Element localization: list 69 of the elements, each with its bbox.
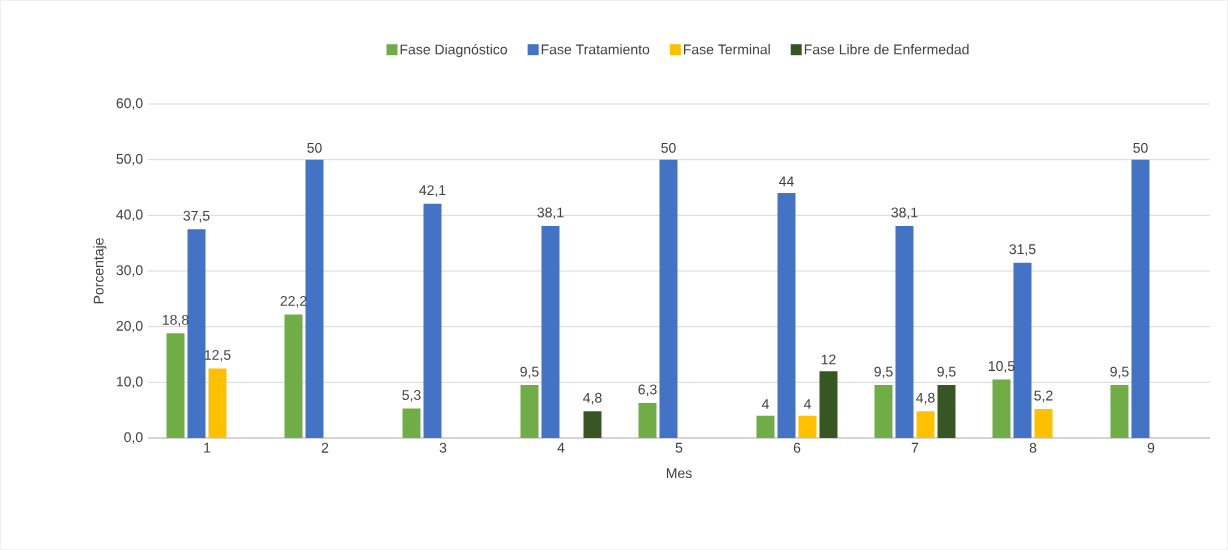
bar bbox=[992, 379, 1011, 438]
data-label: 38,1 bbox=[891, 207, 918, 220]
bar bbox=[583, 411, 602, 438]
data-label: 50 bbox=[661, 142, 676, 153]
data-label: 9,5 bbox=[520, 366, 539, 379]
data-label: 6,3 bbox=[638, 384, 657, 397]
bar bbox=[756, 415, 775, 438]
y-tick-label: 50,0 bbox=[116, 153, 143, 166]
x-tick-label: 1 bbox=[204, 442, 211, 453]
data-label: 38,1 bbox=[537, 207, 564, 220]
data-label: 12,5 bbox=[204, 349, 231, 362]
data-label: 50 bbox=[307, 142, 322, 153]
bar bbox=[402, 408, 421, 438]
bar bbox=[1034, 409, 1053, 438]
bar bbox=[895, 225, 914, 438]
y-axis-title: Porcentaje bbox=[93, 238, 107, 304]
bar bbox=[916, 411, 935, 438]
bar bbox=[798, 415, 817, 438]
y-tick-label: 0,0 bbox=[124, 432, 143, 444]
data-label: 4,8 bbox=[583, 392, 602, 405]
bar bbox=[819, 371, 838, 438]
bar bbox=[937, 385, 956, 438]
data-label: 4,8 bbox=[916, 392, 935, 405]
bar bbox=[541, 225, 560, 438]
bar bbox=[638, 402, 657, 438]
x-tick-label: 8 bbox=[1029, 442, 1037, 453]
data-label: 5,2 bbox=[1034, 390, 1053, 403]
y-tick-label: 10,0 bbox=[116, 376, 143, 389]
bar bbox=[874, 385, 893, 438]
data-label: 5,3 bbox=[402, 390, 421, 402]
y-tick-label: 30,0 bbox=[116, 265, 143, 277]
bar bbox=[423, 203, 442, 438]
bar bbox=[1131, 159, 1150, 438]
data-label: 44 bbox=[779, 176, 794, 187]
data-label: 9,5 bbox=[1110, 366, 1129, 379]
legend-label: Fase Libre de Enfermedad bbox=[804, 44, 969, 55]
bar bbox=[187, 229, 206, 438]
x-tick-label: 2 bbox=[321, 442, 329, 453]
x-tick-label: 3 bbox=[439, 442, 447, 453]
data-label: 12 bbox=[821, 354, 836, 365]
bar bbox=[777, 193, 796, 438]
y-tick-label: 60,0 bbox=[116, 98, 143, 110]
data-label: 4 bbox=[761, 399, 769, 409]
bar bbox=[208, 368, 227, 438]
x-tick-label: 7 bbox=[911, 442, 919, 453]
legend-label: Fase Diagnóstico bbox=[400, 43, 508, 58]
legend-label: Fase Tratamiento bbox=[541, 44, 650, 55]
data-label: 9,5 bbox=[874, 366, 893, 379]
x-tick-label: 5 bbox=[675, 442, 683, 453]
data-label: 50 bbox=[1133, 142, 1148, 153]
bar bbox=[520, 385, 539, 438]
legend-label: Fase Terminal bbox=[683, 44, 770, 55]
data-label: 31,5 bbox=[1009, 244, 1036, 256]
x-axis-title: Mes bbox=[666, 468, 692, 479]
bar bbox=[284, 314, 303, 438]
x-tick-label: 9 bbox=[1147, 442, 1155, 453]
bar bbox=[659, 159, 678, 438]
x-tick-label: 4 bbox=[557, 442, 565, 453]
bar bbox=[166, 333, 185, 438]
x-tick-label: 6 bbox=[793, 442, 801, 453]
y-tick-label: 20,0 bbox=[116, 320, 143, 333]
y-tick-label: 40,0 bbox=[116, 209, 143, 222]
data-label: 9,5 bbox=[937, 366, 956, 379]
data-label: 42,1 bbox=[419, 185, 446, 197]
bar bbox=[305, 159, 324, 438]
bar bbox=[1110, 385, 1129, 438]
bar bbox=[1013, 262, 1032, 438]
data-label: 37,5 bbox=[183, 210, 210, 223]
data-label: 4 bbox=[803, 399, 811, 409]
